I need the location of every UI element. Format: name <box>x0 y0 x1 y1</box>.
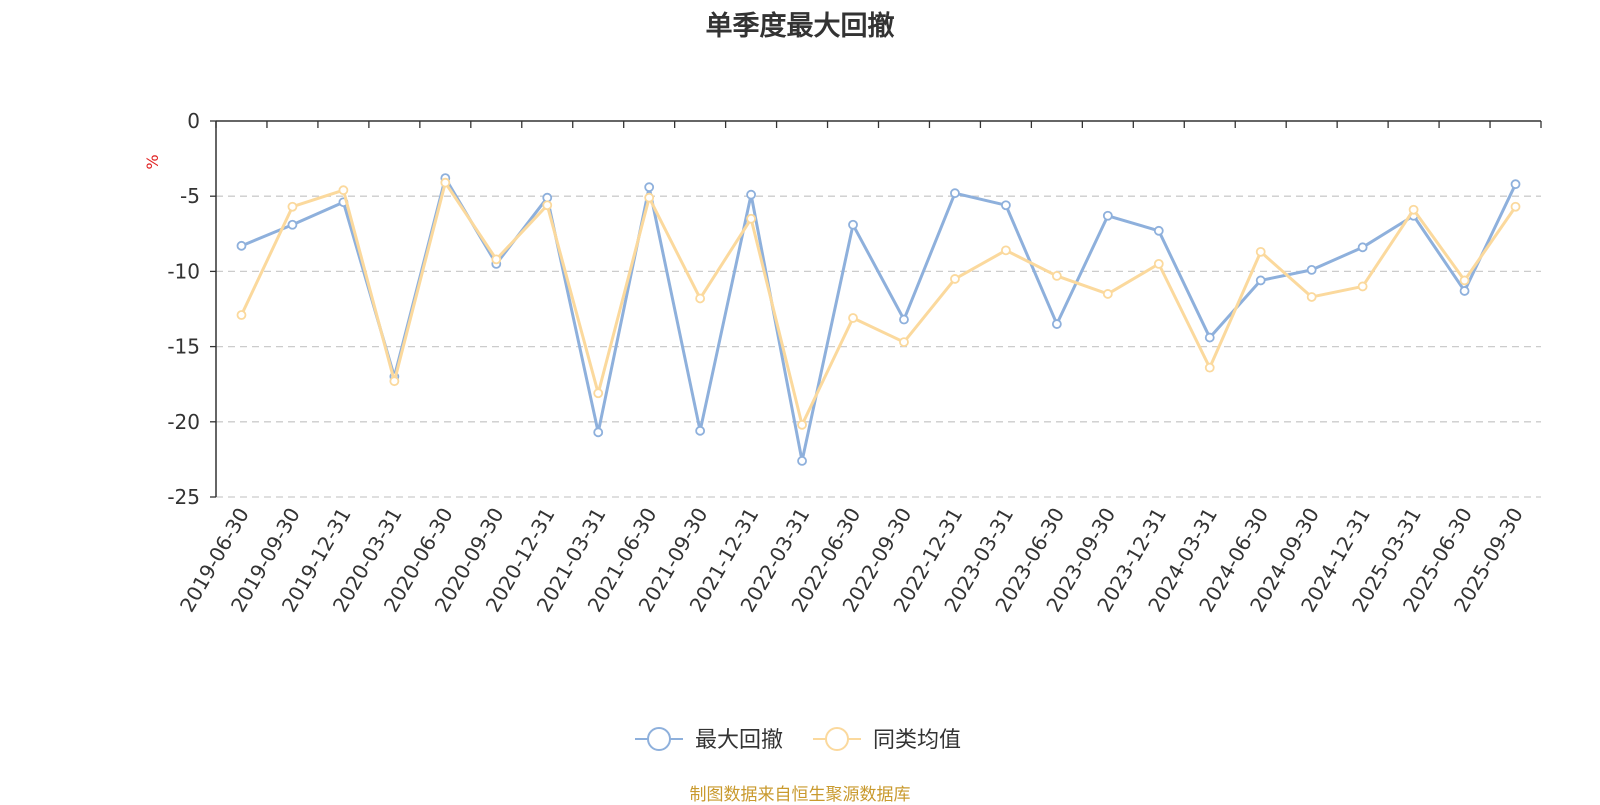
data-point <box>797 419 807 430</box>
data-point <box>1001 200 1011 211</box>
data-point <box>338 185 349 196</box>
y-tick-labels: 0 -5 -10 -15 -20 -25 <box>167 109 200 509</box>
data-point <box>542 200 553 211</box>
legend-item[interactable]: 最大回撤 <box>635 727 783 753</box>
data-point <box>1357 242 1368 253</box>
legend-item[interactable]: 同类均值 <box>813 727 961 753</box>
data-point <box>287 201 298 212</box>
data-point <box>1102 289 1113 299</box>
data-point <box>1357 281 1368 292</box>
data-point <box>1510 201 1521 212</box>
data-point <box>1051 319 1062 329</box>
series-lines <box>236 173 1521 466</box>
data-point <box>746 189 756 200</box>
legend-label: 最大回撤 <box>695 728 783 753</box>
data-point <box>1102 210 1113 221</box>
data-point <box>644 182 655 193</box>
y-tick-label: -20 <box>167 410 200 434</box>
data-point <box>695 425 706 436</box>
data-point <box>1153 258 1164 269</box>
data-point <box>746 213 756 224</box>
data-point <box>848 219 858 230</box>
data-point <box>1001 245 1011 256</box>
series-line <box>240 181 1517 427</box>
data-point <box>1051 271 1062 281</box>
data-point <box>389 376 400 387</box>
data-point <box>1153 225 1164 236</box>
grid-lines <box>216 195 1541 498</box>
data-point <box>899 337 909 347</box>
data-point <box>1204 332 1215 343</box>
chart-title: 单季度最大回撤 <box>705 11 895 42</box>
legend-label: 同类均值 <box>873 728 961 753</box>
data-point <box>1306 264 1317 275</box>
data-point <box>236 310 247 320</box>
y-tick-label: -10 <box>167 259 200 283</box>
x-tick-labels: 2019-06-302019-09-302019-12-312020-03-31… <box>175 503 1528 616</box>
data-point <box>797 456 807 466</box>
y-axis-unit: % <box>143 154 162 169</box>
data-point <box>440 177 451 188</box>
y-tick-label: 0 <box>187 109 200 133</box>
y-tick-label: -15 <box>167 335 200 359</box>
data-point <box>1255 275 1266 286</box>
source-note: 制图数据来自恒生聚源数据库 <box>689 785 911 805</box>
data-point <box>1459 286 1470 296</box>
data-point <box>491 254 502 265</box>
data-point <box>593 427 604 438</box>
series-line <box>240 176 1517 463</box>
data-point <box>593 388 604 399</box>
series-2 <box>236 177 1521 430</box>
data-point <box>287 219 298 230</box>
data-point <box>950 188 960 199</box>
data-point <box>1204 362 1215 373</box>
legend-swatch-marker <box>825 727 849 751</box>
data-point <box>899 314 909 325</box>
y-tick-label: -5 <box>180 184 200 208</box>
data-point <box>1459 275 1470 286</box>
data-point <box>1255 246 1266 257</box>
data-point <box>1510 179 1521 190</box>
legend: 最大回撤 同类均值 <box>635 727 961 753</box>
data-point <box>644 192 655 203</box>
data-point <box>950 274 960 284</box>
data-point <box>236 240 247 251</box>
data-point <box>848 313 858 323</box>
data-point <box>695 293 706 304</box>
axes <box>210 120 1542 498</box>
data-point <box>1306 292 1317 302</box>
legend-swatch-marker <box>647 727 671 751</box>
data-point <box>1408 204 1419 215</box>
y-tick-label: -25 <box>167 485 200 509</box>
